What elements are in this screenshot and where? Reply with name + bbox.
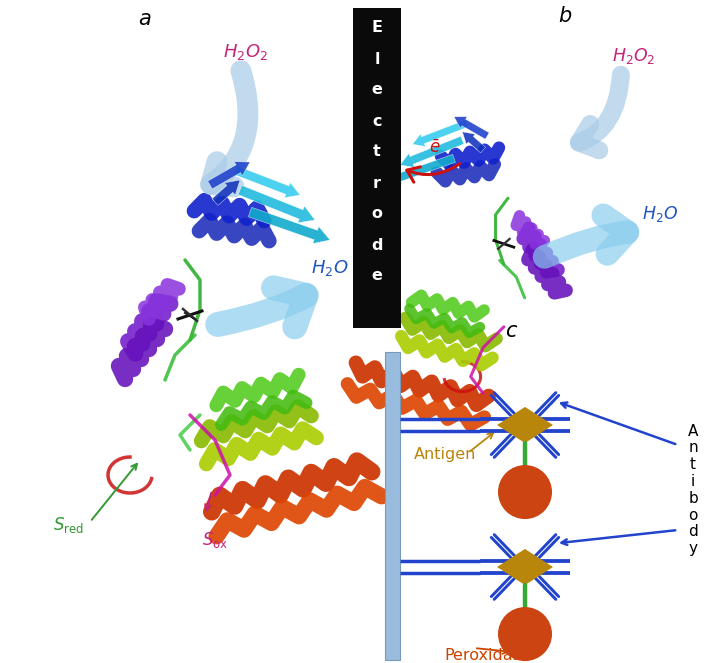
Text: r: r (373, 176, 381, 190)
Polygon shape (497, 407, 553, 443)
Text: o: o (371, 206, 383, 221)
Polygon shape (388, 154, 455, 184)
Text: c: c (505, 321, 517, 341)
Text: $S_{\rm red}$: $S_{\rm red}$ (52, 515, 83, 535)
Text: t: t (373, 145, 381, 160)
Polygon shape (412, 120, 468, 147)
Bar (353, 8, 401, 328)
Text: Peroxidase: Peroxidase (445, 648, 532, 662)
Text: Antigen: Antigen (414, 448, 476, 463)
Circle shape (498, 607, 552, 661)
Text: $H_2O_2$: $H_2O_2$ (612, 46, 656, 66)
Polygon shape (400, 137, 464, 167)
Text: e: e (371, 82, 383, 97)
Text: b: b (558, 6, 571, 26)
Polygon shape (238, 186, 315, 223)
Bar (385, 352, 400, 660)
Text: $H_2O$: $H_2O$ (311, 258, 349, 278)
Text: c: c (372, 113, 382, 129)
Text: l: l (374, 52, 380, 66)
Polygon shape (462, 132, 486, 153)
Polygon shape (208, 162, 250, 189)
Text: A
n
t
i
b
o
d
y: A n t i b o d y (688, 424, 698, 556)
FancyArrowPatch shape (579, 75, 621, 151)
Polygon shape (234, 166, 300, 198)
Text: d: d (371, 237, 383, 253)
FancyArrowPatch shape (217, 288, 306, 327)
FancyArrowPatch shape (407, 164, 460, 182)
Text: E: E (371, 21, 383, 36)
Polygon shape (249, 208, 330, 243)
Text: e: e (371, 269, 383, 284)
Text: $\bar{e}$: $\bar{e}$ (429, 139, 441, 157)
Text: $S_{\rm ox}$: $S_{\rm ox}$ (202, 530, 228, 550)
Text: $H_2O_2$: $H_2O_2$ (222, 42, 268, 62)
Text: a: a (138, 9, 151, 29)
FancyArrowPatch shape (210, 71, 248, 187)
FancyArrowPatch shape (544, 215, 628, 257)
Polygon shape (212, 180, 240, 206)
Text: $H_2O$: $H_2O$ (642, 204, 678, 224)
Polygon shape (497, 549, 553, 585)
Circle shape (498, 465, 552, 519)
Polygon shape (454, 117, 489, 139)
